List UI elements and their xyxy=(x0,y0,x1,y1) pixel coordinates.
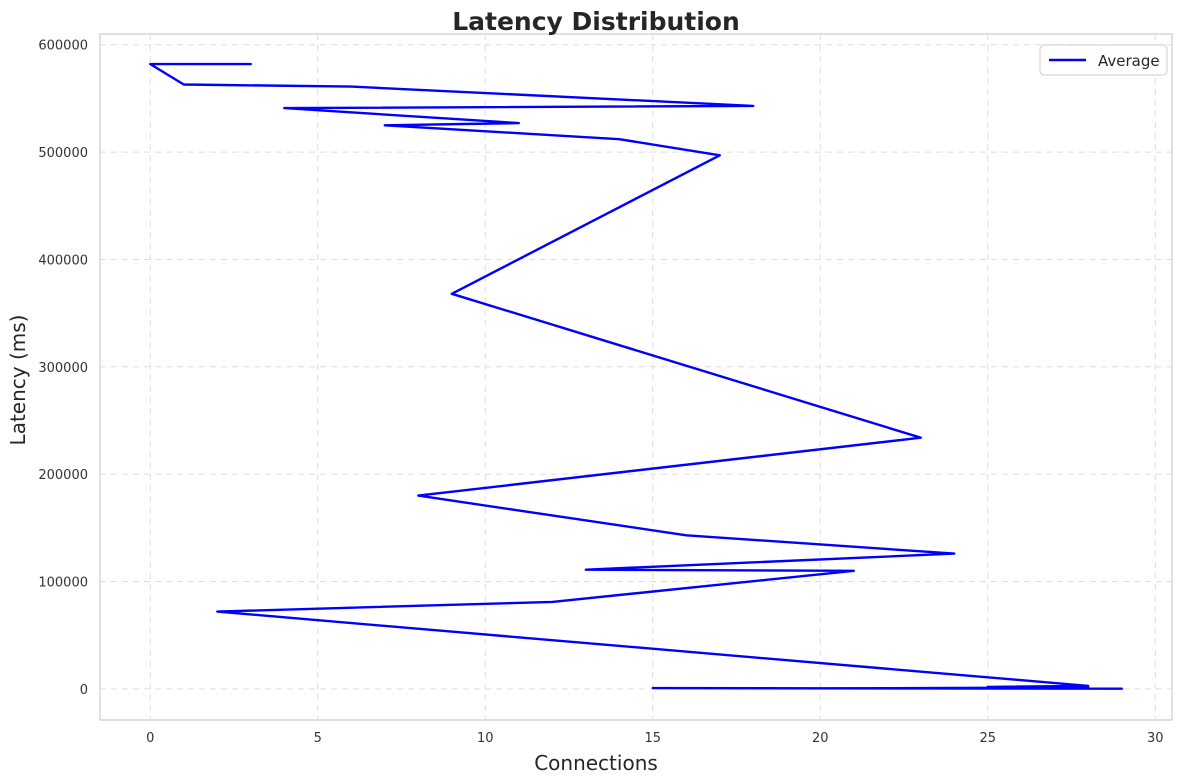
y-axis-label: Latency (ms) xyxy=(6,315,30,446)
legend-box xyxy=(1039,44,1168,76)
x-axis-label: Connections xyxy=(534,751,658,775)
y-tick-label: 300000 xyxy=(38,361,88,376)
x-tick-label: 0 xyxy=(146,731,154,746)
series-layer xyxy=(149,62,1124,690)
x-tick-label: 5 xyxy=(314,731,322,746)
x-tick-label: 10 xyxy=(477,731,494,746)
y-tick-label: 400000 xyxy=(38,253,88,268)
legend: Average xyxy=(1039,44,1168,76)
x-tick-label: 20 xyxy=(812,731,829,746)
chart-title: Latency Distribution xyxy=(452,7,740,36)
y-tick-label: 100000 xyxy=(38,576,88,591)
y-tick-label: 500000 xyxy=(38,146,88,161)
series-line-average xyxy=(149,62,1124,690)
x-tick-label: 15 xyxy=(644,731,661,746)
y-tick-label: 200000 xyxy=(38,468,88,483)
y-tick-label: 0 xyxy=(80,683,88,698)
legend-label-average: Average xyxy=(1098,52,1160,70)
x-ticks: 0 5 10 15 20 25 30 xyxy=(146,731,1163,746)
x-tick-label: 30 xyxy=(1147,731,1164,746)
x-tick-label: 25 xyxy=(979,731,996,746)
plot-area xyxy=(99,33,1173,721)
y-tick-label: 600000 xyxy=(38,39,88,54)
y-ticks: 0 100000 200000 300000 400000 500000 600000 xyxy=(38,39,88,698)
